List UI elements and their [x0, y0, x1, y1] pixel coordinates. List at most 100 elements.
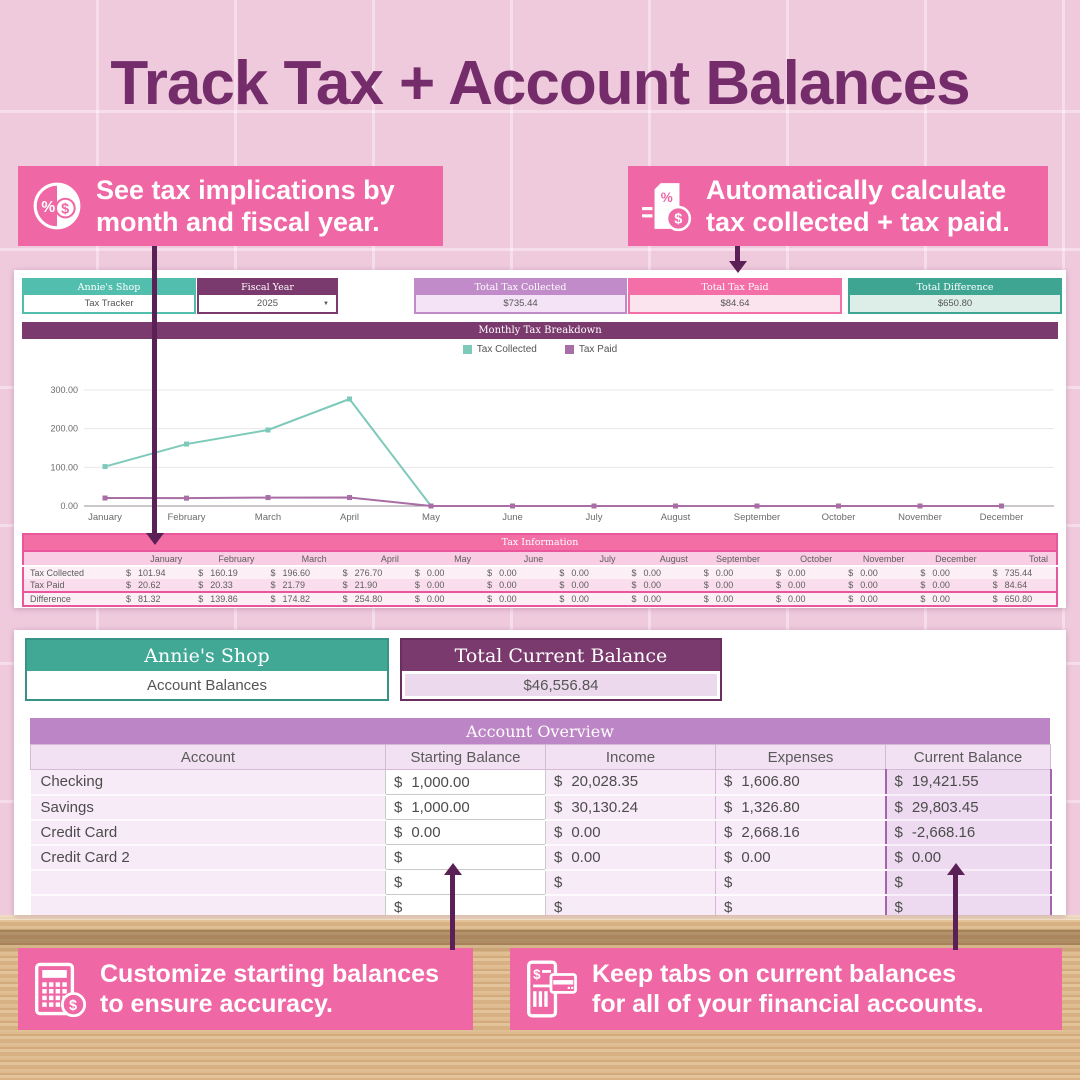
account-cell: $ [715, 869, 886, 896]
x-tick-label: December [980, 512, 1024, 523]
account-column-header: Account [30, 744, 386, 770]
x-tick-label: May [422, 512, 440, 523]
amount-value: 101.94 [138, 568, 166, 578]
currency-symbol: $ [554, 798, 563, 816]
currency-symbol: $ [394, 798, 403, 816]
amount-value: 0.00 [426, 594, 445, 604]
account-table-row: $ $ $ $ [30, 869, 1052, 896]
amount-value: 0.00 [715, 594, 734, 604]
account-cell[interactable]: $1,000.00 [385, 769, 546, 795]
tax-table-column-header: February [190, 551, 263, 567]
account-column-header: Expenses [715, 744, 886, 770]
shop-name-block: Annie's Shop Account Balances [25, 638, 389, 701]
svg-text:%: % [661, 190, 673, 205]
currency-symbol: $ [559, 568, 565, 578]
currency-symbol: $ [848, 580, 854, 590]
amount-value: 20.62 [138, 580, 161, 590]
x-tick-label: January [88, 512, 122, 523]
amount-value: 0.00 [911, 848, 942, 866]
currency-symbol: $ [554, 848, 563, 866]
currency-symbol: $ [559, 580, 565, 590]
account-name-cell: Checking [30, 769, 386, 796]
currency-symbol: $ [894, 873, 903, 891]
amount-value: 1,606.80 [741, 773, 800, 791]
account-cell: $0.00 [545, 844, 716, 871]
tax-cell: $0.00 [768, 592, 840, 606]
currency-symbol: $ [198, 580, 204, 590]
account-cell[interactable]: $1,000.00 [385, 794, 546, 820]
data-point [184, 495, 189, 501]
currency-symbol: $ [894, 898, 903, 916]
amount-value: 0.00 [860, 594, 878, 604]
tax-cell: $0.00 [912, 579, 984, 592]
data-point [673, 503, 678, 509]
summary-label: Total Tax Collected [416, 280, 625, 295]
amount-value: 174.82 [282, 594, 310, 604]
currency-symbol: $ [631, 594, 637, 604]
currency-symbol: $ [775, 568, 781, 578]
summary-label: Total Difference [850, 280, 1060, 295]
account-cell[interactable]: $0.00 [385, 819, 546, 845]
currency-symbol: $ [198, 568, 204, 578]
account-table-header-row: Account Starting Balance Income Expenses Cur… [30, 744, 1051, 770]
amount-value: 0.00 [571, 848, 601, 866]
legend-swatch [462, 345, 472, 354]
account-table-row: Credit Card $0.00 $0.00 $2,668.16 $ -2,668.16 [30, 819, 1052, 846]
account-cell: $0.00 [545, 819, 716, 846]
currency-symbol: $ [894, 848, 903, 866]
account-cell[interactable]: $ [385, 869, 546, 895]
tax-row-label: Tax Collected [30, 568, 85, 578]
tax-cell: $276.70 [335, 566, 407, 579]
account-cell: $1,606.80 [715, 769, 886, 796]
svg-text:%: % [41, 199, 55, 216]
tax-cell: $0.00 [479, 592, 551, 606]
currency-symbol: $ [414, 580, 420, 590]
currency-symbol: $ [554, 898, 563, 916]
total-current-balance-block: Total Current Balance $46,556.84 [400, 638, 722, 701]
tax-cell: $254.80 [335, 592, 407, 606]
amount-value: 84.64 [1004, 580, 1028, 590]
tax-cell: $21.90 [335, 579, 407, 592]
account-column-header: Starting Balance [385, 744, 546, 770]
tax-table-column-header: November [840, 551, 913, 567]
currency-symbol: $ [992, 580, 998, 590]
arrow-head [728, 261, 747, 273]
account-cell: $29,803.45 [884, 794, 1052, 821]
amount-value: 0.00 [715, 580, 734, 590]
currency-symbol: $ [775, 580, 781, 590]
tax-summary-block: Total Tax Paid $84.64 [628, 278, 842, 314]
currency-symbol: $ [198, 594, 204, 604]
legend-item: Tax Collected [462, 344, 537, 355]
account-name-cell [30, 894, 386, 915]
y-tick-label: 100.00 [50, 462, 78, 472]
arrow-head [946, 863, 965, 875]
tax-table-row: Difference $81.32 $139.86 $174.82 $254.80 $0.… [23, 592, 1057, 606]
x-tick-label: April [340, 512, 359, 523]
fiscal-year-value: 2025 [256, 298, 279, 309]
account-cell: $ -2,668.16 [884, 819, 1052, 846]
svg-text:$: $ [533, 967, 541, 982]
amount-value: 0.00 [643, 580, 662, 590]
account-cell[interactable]: $ [385, 844, 546, 870]
tax-cell: $139.86 [190, 592, 262, 606]
account-column-header: Income [545, 744, 716, 770]
fiscal-year-dropdown[interactable]: 2025 ▼ [199, 295, 336, 312]
amount-value: 650.80 [1004, 594, 1033, 604]
account-table-row: Savings $1,000.00 $30,130.24 $1,326.80 $29,8… [30, 794, 1052, 821]
currency-symbol: $ [724, 823, 733, 841]
amount-value: -2,668.16 [911, 823, 976, 841]
data-point [754, 503, 760, 509]
page-title: Track Tax + Account Balances [110, 49, 970, 118]
currency-symbol: $ [703, 580, 709, 590]
tax-information-table: Tax Information January February March Apri… [22, 533, 1058, 607]
currency-symbol: $ [126, 594, 132, 604]
chart-legend: Tax Collected Tax Paid [14, 344, 1066, 355]
currency-symbol: $ [394, 823, 403, 841]
tax-table-column-header: December [912, 551, 985, 567]
arrow-head [443, 863, 462, 875]
account-cell[interactable]: $ [385, 894, 546, 915]
data-point [102, 464, 108, 470]
total-balance-value: $46,556.84 [405, 674, 717, 696]
currency-symbol: $ [848, 594, 854, 604]
